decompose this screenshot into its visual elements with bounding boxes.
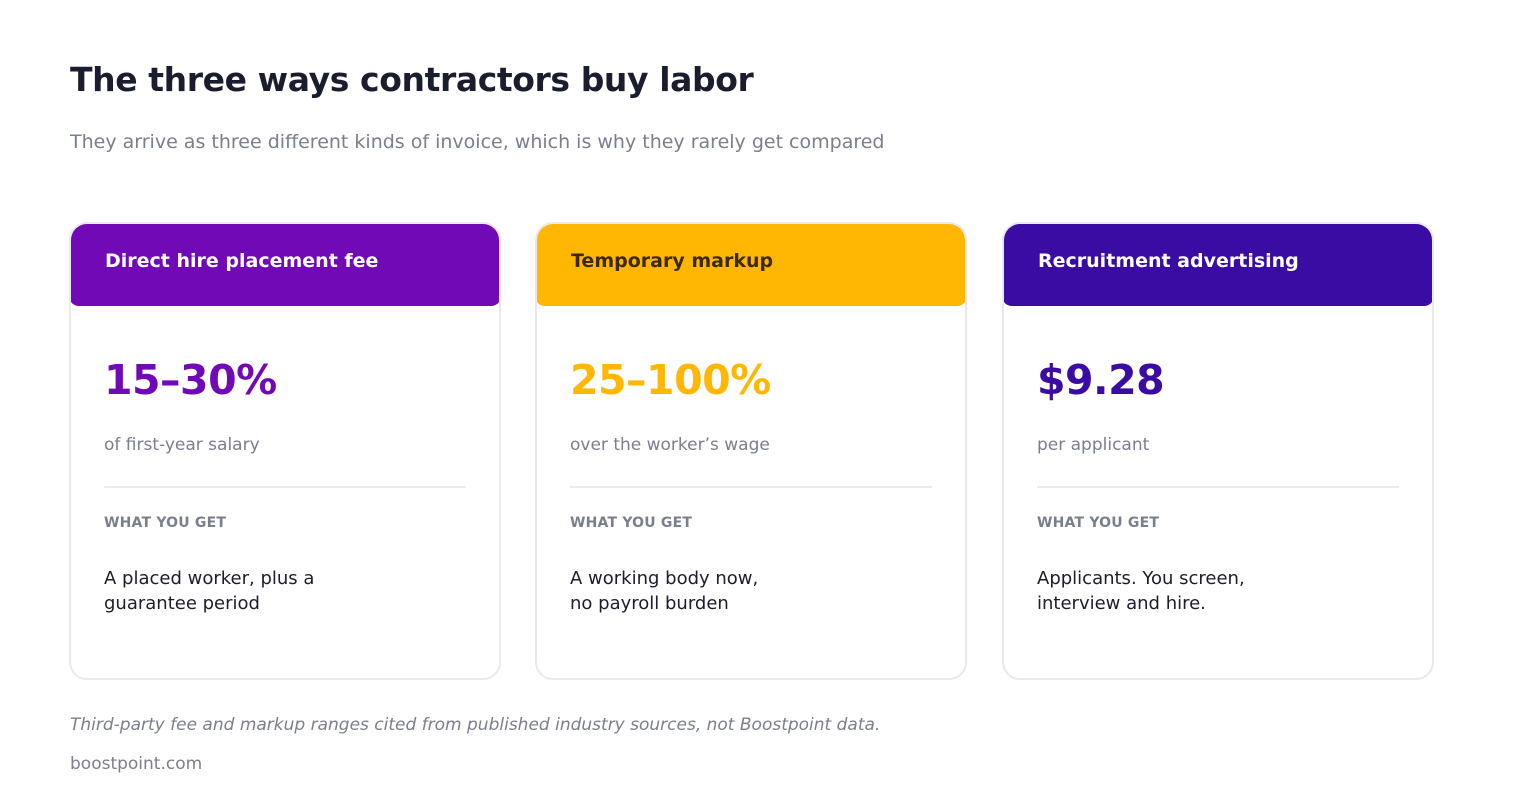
footnote: Third-party fee and markup ranges cited …	[70, 715, 881, 735]
card-divider	[570, 486, 932, 488]
card-heading: Direct hire placement fee	[71, 224, 499, 306]
card-unit: of first-year salary	[104, 435, 260, 455]
card-value: $9.28	[1037, 356, 1165, 404]
card-section-label: WHAT YOU GET	[104, 515, 227, 531]
site-url: boostpoint.com	[70, 754, 203, 774]
card-direct-hire: Direct hire placement fee 15–30% of firs…	[69, 222, 501, 680]
card-description-line: guarantee period	[104, 593, 260, 614]
card-description: Applicants. You screen, interview and hi…	[1037, 566, 1337, 616]
card-value: 15–30%	[104, 356, 277, 404]
card-unit: over the worker’s wage	[570, 435, 770, 455]
page-title: The three ways contractors buy labor	[70, 60, 754, 99]
card-unit: per applicant	[1037, 435, 1150, 455]
card-description-line: interview and hire.	[1037, 593, 1206, 614]
card-recruitment-advertising: Recruitment advertising $9.28 per applic…	[1002, 222, 1434, 680]
card-divider	[104, 486, 466, 488]
card-description-line: A working body now,	[570, 568, 759, 589]
card-description: A placed worker, plus a guarantee period	[104, 566, 404, 616]
card-temporary-markup: Temporary markup 25–100% over the worker…	[535, 222, 967, 680]
card-description: A working body now, no payroll burden	[570, 566, 870, 616]
card-section-label: WHAT YOU GET	[1037, 515, 1160, 531]
card-description-line: Applicants. You screen,	[1037, 568, 1245, 589]
card-description-line: A placed worker, plus a	[104, 568, 315, 589]
card-divider	[1037, 486, 1399, 488]
card-description-line: no payroll burden	[570, 593, 729, 614]
card-section-label: WHAT YOU GET	[570, 515, 693, 531]
card-heading: Recruitment advertising	[1004, 224, 1432, 306]
card-heading: Temporary markup	[537, 224, 965, 306]
card-value: 25–100%	[570, 356, 771, 404]
page-subtitle: They arrive as three different kinds of …	[70, 131, 885, 153]
